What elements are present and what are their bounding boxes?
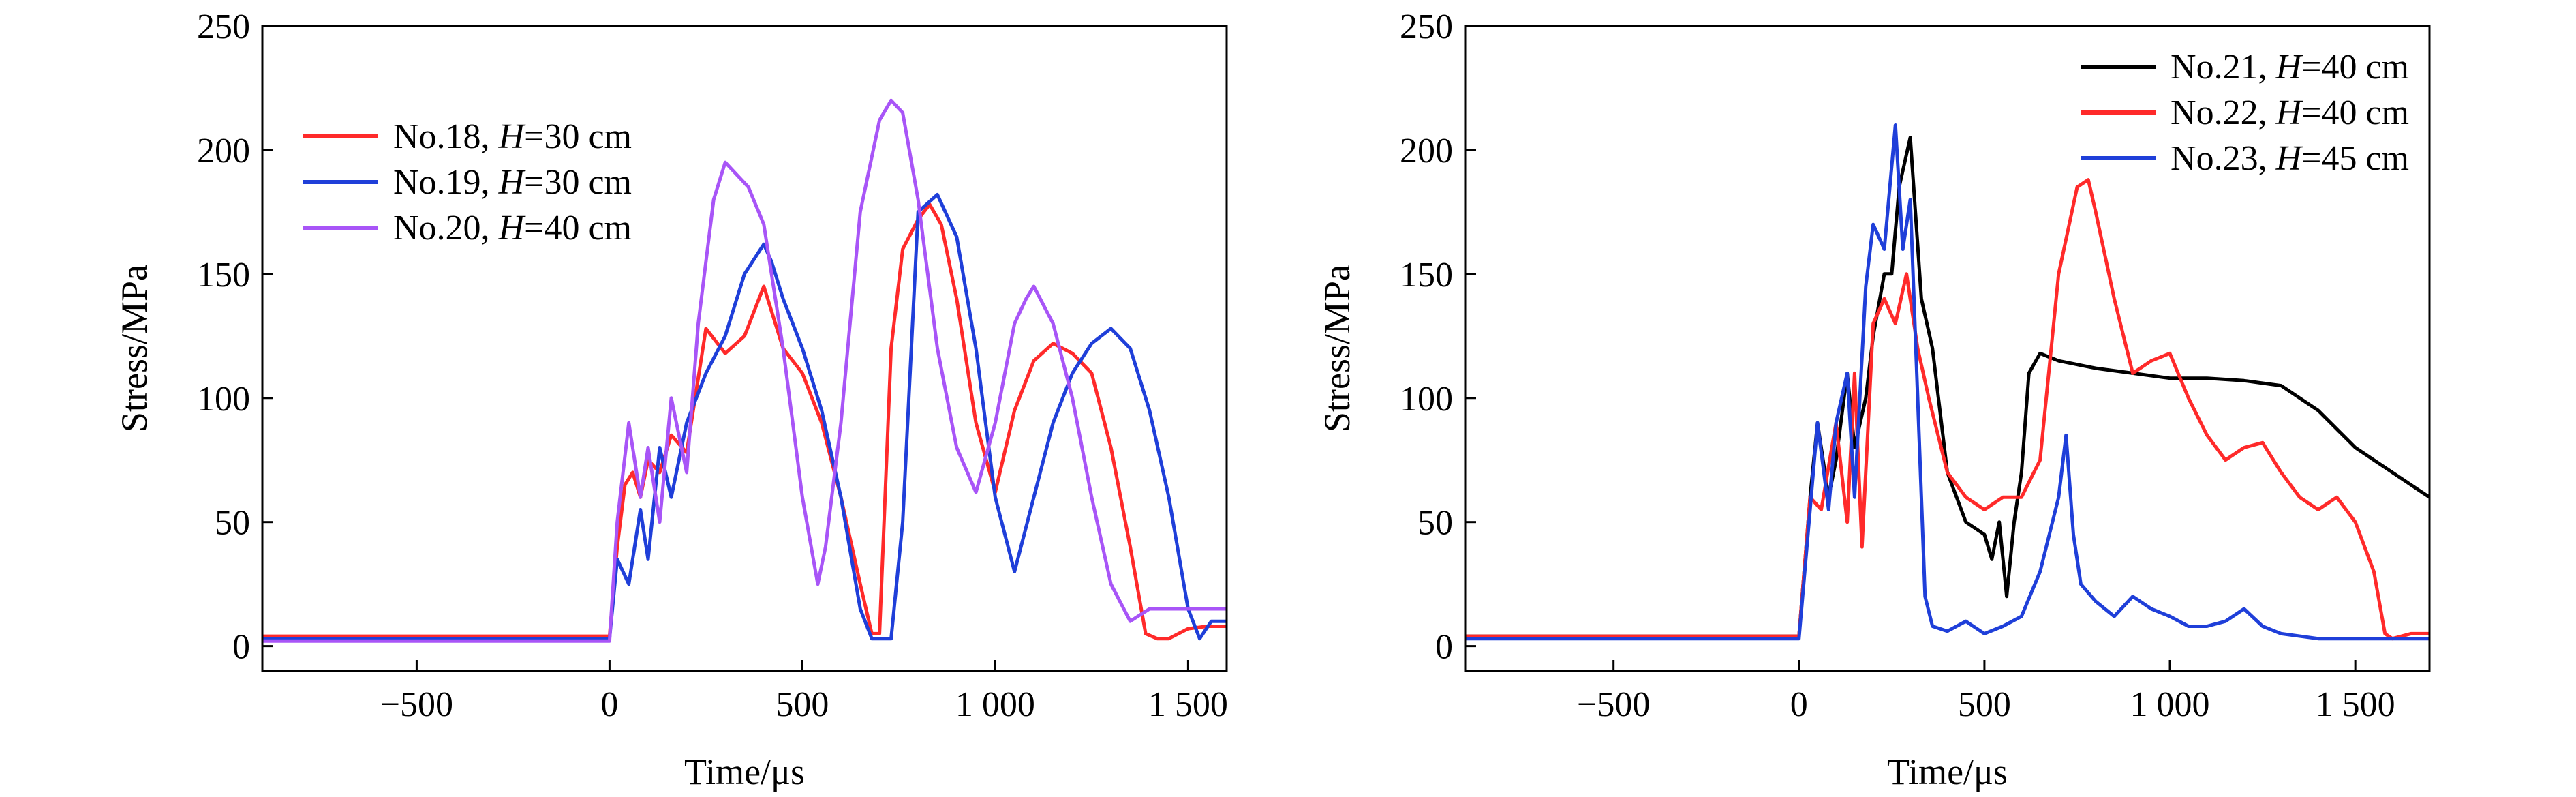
x-tick-label: 500: [1958, 685, 2011, 724]
legend-label: No.23, H=45 cm: [2171, 139, 2409, 178]
y-tick-label: 200: [1400, 132, 1453, 170]
left-chart: −500 0 500 1 000 1 500 0 50 100 150 200 250 Time/μs…: [114, 7, 1228, 792]
y-tick-label: 100: [1400, 380, 1453, 419]
series-group: [1465, 123, 2429, 641]
x-tick-label: 1 000: [2130, 685, 2210, 724]
series-line-21: [1465, 136, 2429, 638]
legend-label: No.20, H=40 cm: [393, 209, 632, 247]
y-tick-label: 250: [1400, 7, 1453, 46]
x-tick-label: −500: [380, 685, 453, 724]
plot-frame: [261, 25, 1228, 672]
plot-frame: [1464, 25, 2431, 672]
y-tick-label: 50: [1417, 504, 1453, 543]
y-tick-label: 50: [215, 504, 250, 543]
legend-label: No.18, H=30 cm: [393, 117, 632, 156]
y-tick-label: 0: [232, 628, 250, 667]
x-tick-label: 1 000: [955, 685, 1035, 724]
legend: No.21, H=40 cm No.22, H=40 cm No.23, H=45 …: [2081, 48, 2409, 178]
x-tick-label: 500: [776, 685, 829, 724]
series-line-18: [262, 202, 1227, 641]
x-axis-title: Time/μs: [684, 751, 805, 792]
right-chart: −500 0 500 1 000 1 500 0 50 100 150 200 250 Time/μs…: [1317, 7, 2431, 792]
legend-label: No.19, H=30 cm: [393, 163, 632, 202]
y-axis-title: Stress/MPa: [114, 265, 155, 432]
y-tick-label: 100: [197, 380, 250, 419]
legend: No.18, H=30 cm No.19, H=30 cm No.20, H=40 …: [303, 117, 632, 247]
x-tick-label: 1 500: [1148, 685, 1228, 724]
y-tick-label: 150: [1400, 256, 1453, 295]
x-tick-label: 1 500: [2316, 685, 2395, 724]
series-line-20: [262, 98, 1227, 643]
legend-label: No.21, H=40 cm: [2171, 48, 2409, 87]
y-tick-label: 150: [197, 256, 250, 295]
x-axis-title: Time/μs: [1887, 751, 2008, 792]
y-axis-title: Stress/MPa: [1317, 265, 1358, 432]
y-tick-label: 200: [197, 132, 250, 170]
legend-label: No.22, H=40 cm: [2171, 93, 2409, 132]
x-tick-label: −500: [1577, 685, 1650, 724]
x-tick-label: 0: [600, 685, 618, 724]
series-line-22: [1465, 178, 2429, 641]
series-line-19: [262, 192, 1227, 641]
series-line-23: [1465, 123, 2429, 641]
y-tick-label: 0: [1435, 628, 1453, 667]
x-tick-label: 0: [1790, 685, 1808, 724]
y-tick-label: 250: [197, 7, 250, 46]
series-group: [262, 98, 1227, 643]
